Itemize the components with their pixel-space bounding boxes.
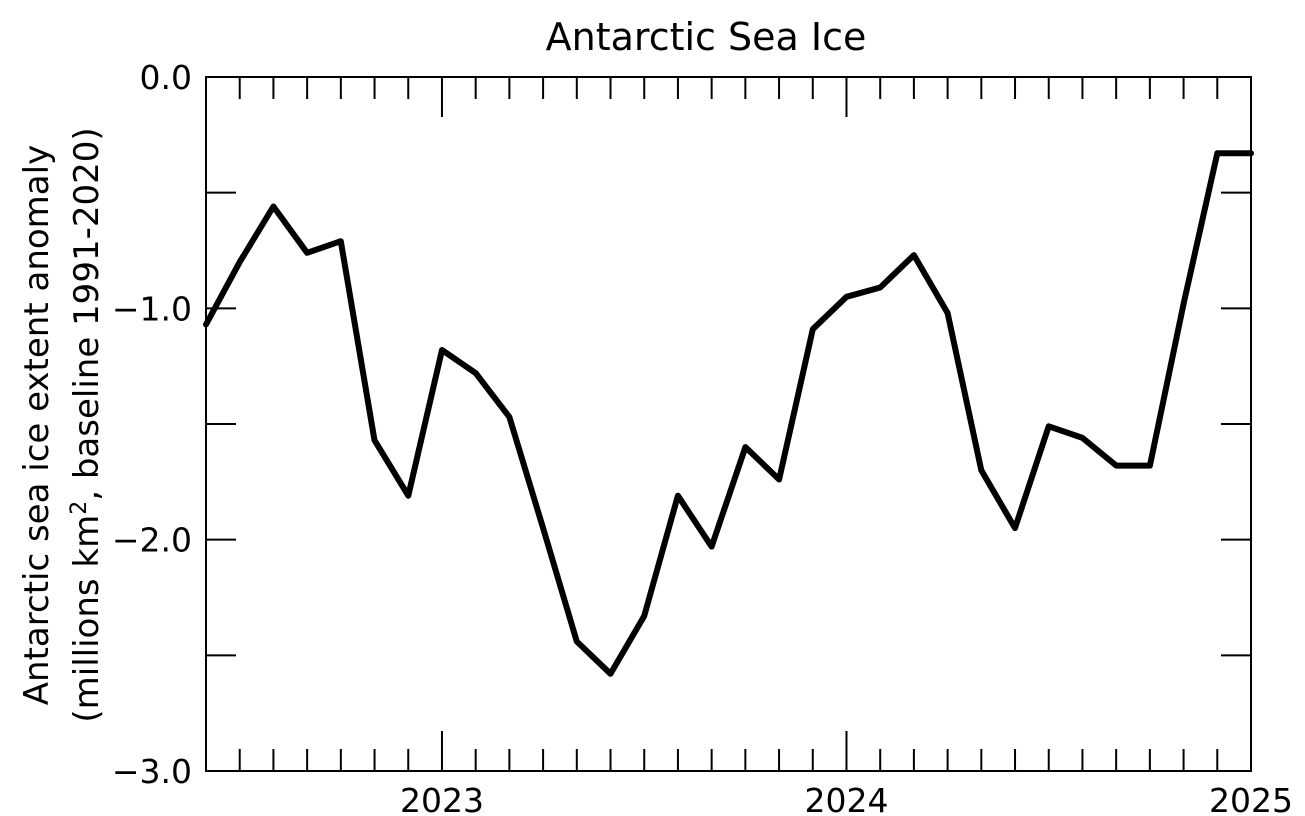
y-axis-label-line2: (millions km2, baseline 1991-2020) — [67, 127, 108, 722]
y-axis-label-line1: Antarctic sea ice extent anomaly — [17, 145, 57, 705]
axis-tick-labels: 0.0 −1.0 −2.0 −3.0 2023 2024 2025 — [112, 58, 1293, 816]
y-axis-label-line2-sup: 2 — [67, 501, 92, 515]
y-tick-label: 0.0 — [140, 58, 192, 97]
x-tick-label: 2024 — [804, 781, 888, 816]
x-tick-label: 2023 — [400, 781, 484, 816]
axis-ticks — [205, 76, 1252, 772]
x-tick-label: 2025 — [1209, 781, 1293, 816]
series-line — [203, 150, 1254, 677]
y-axis-label-line2-suffix: , baseline 1991-2020) — [67, 127, 107, 500]
y-tick-label: −2.0 — [112, 521, 192, 560]
y-axis-label-group: Antarctic sea ice extent anomaly — [17, 145, 57, 705]
y-tick-label: −1.0 — [112, 289, 192, 328]
chart-title: Antarctic Sea Ice — [546, 15, 867, 59]
y-tick-label: −3.0 — [112, 752, 192, 791]
y-axis-label-group-2: (millions km2, baseline 1991-2020) — [67, 127, 108, 722]
plot-frame — [205, 76, 1252, 772]
y-axis-label-line2-prefix: (millions km — [67, 515, 107, 723]
